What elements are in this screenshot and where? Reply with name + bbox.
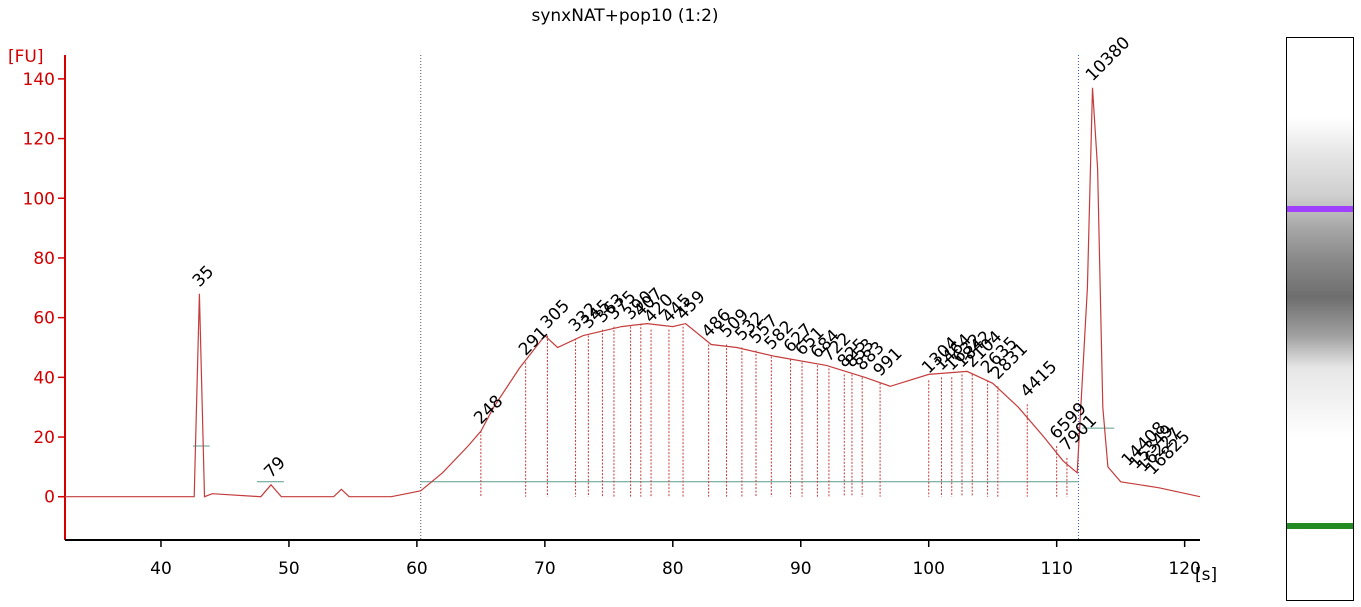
x-tick-label: 110: [1040, 559, 1072, 579]
x-tick-label: 50: [278, 559, 300, 579]
x-tick-label: 60: [406, 559, 428, 579]
gel-smear: [1287, 118, 1353, 438]
x-tick-label: 70: [534, 559, 556, 579]
x-tick-label: 90: [790, 559, 812, 579]
x-axis-label: [s]: [1195, 565, 1217, 585]
x-tick-label: 120: [1168, 559, 1200, 579]
x-tick-label: 40: [150, 559, 172, 579]
y-tick-label: 140: [23, 70, 55, 90]
y-tick-label: 0: [44, 488, 55, 508]
gel-lower-marker-band: [1287, 523, 1353, 529]
y-tick-label: 120: [23, 130, 55, 150]
y-tick-label: 20: [33, 428, 55, 448]
peak-label: 35: [189, 262, 218, 291]
x-tick-label: 100: [912, 559, 944, 579]
y-tick-label: 80: [33, 249, 55, 269]
peak-label: 10380: [1082, 33, 1134, 85]
electropherogram-chart: synxNAT+pop10 (1:2) [FU] [s] 0 20 40 60 80 10…: [8, 6, 1217, 585]
y-tick-label: 40: [33, 368, 55, 388]
gel-upper-marker-band: [1287, 206, 1353, 212]
chart-title: synxNAT+pop10 (1:2): [531, 6, 718, 26]
x-tick-label: 80: [662, 559, 684, 579]
y-tick-label: 100: [23, 189, 55, 209]
plot-area: 0 20 40 60 80 100 120 140 40 50 60 70 80 90 100 110 120 3…: [23, 33, 1201, 579]
peak-label: 4415: [1017, 357, 1062, 402]
y-axis-label: [FU]: [8, 47, 44, 67]
peak-label: 248: [470, 392, 507, 429]
gel-lane: [1286, 37, 1354, 601]
peak-label: 79: [260, 453, 289, 482]
electropherogram-trace: [65, 87, 1201, 498]
y-tick-label: 60: [33, 309, 55, 329]
